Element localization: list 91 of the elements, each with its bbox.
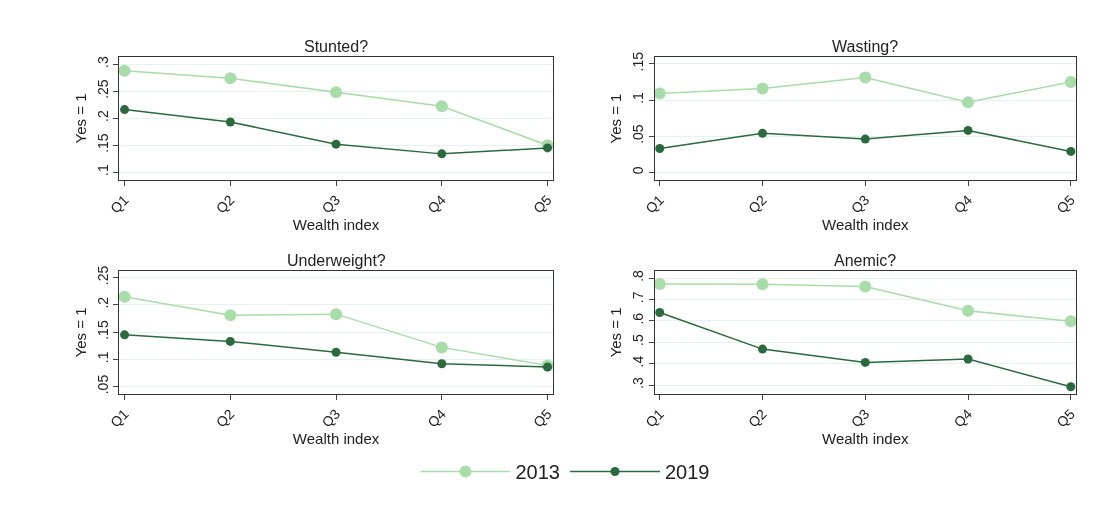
y-tick-label: .1 [94, 351, 111, 364]
point [435, 100, 448, 113]
point [331, 139, 341, 149]
point [330, 86, 343, 99]
x-tick-label: Q4 [950, 191, 976, 217]
y-axis-title: Yes = 1 [607, 307, 625, 358]
x-tick-label: Q4 [424, 405, 450, 431]
x-tick-label: Q1 [107, 191, 132, 217]
y-tick-label: .7 [629, 291, 646, 304]
x-axis-title: Wealth index [822, 216, 909, 234]
point [437, 149, 447, 159]
point [859, 280, 872, 293]
x-tick-label: Q1 [642, 405, 667, 431]
point [1064, 75, 1077, 88]
point [1064, 315, 1077, 328]
point [859, 71, 872, 84]
point [963, 354, 973, 364]
x-axis-title: Wealth index [292, 430, 380, 448]
point [330, 308, 343, 321]
y-tick-label: .1 [629, 91, 646, 104]
point [1066, 382, 1076, 392]
x-tick-label: Q5 [530, 191, 555, 217]
y-tick-label: .05 [94, 374, 111, 395]
point [653, 87, 666, 100]
point [655, 307, 665, 317]
point [331, 347, 341, 357]
x-tick-label: Q2 [745, 191, 770, 217]
point [1066, 146, 1076, 156]
point [543, 143, 553, 153]
y-tick-label: .8 [629, 269, 646, 282]
point [435, 341, 448, 354]
x-tick-label: Q2 [212, 191, 238, 217]
point [756, 82, 769, 95]
y-tick-label: .2 [94, 110, 111, 122]
y-tick-label: .15 [94, 133, 111, 153]
point [118, 290, 131, 303]
x-tick-label: Q5 [1053, 405, 1079, 431]
x-tick-label: Q1 [642, 191, 667, 217]
point [962, 96, 975, 109]
point [756, 278, 769, 291]
point [653, 278, 666, 291]
legend-label: 2019 [665, 461, 710, 484]
point [963, 125, 973, 135]
x-tick-label: Q5 [530, 405, 555, 431]
point [758, 128, 768, 138]
chart-title: Underweight? [287, 252, 386, 269]
x-tick-label: Q2 [745, 405, 770, 431]
x-tick-label: Q3 [847, 191, 873, 217]
point [860, 357, 870, 367]
point [120, 330, 130, 340]
chart-title: Anemic? [834, 252, 897, 269]
x-tick-label: Q5 [1053, 191, 1079, 217]
y-tick-label: .15 [94, 320, 111, 340]
point [225, 336, 235, 346]
y-tick-label: .15 [629, 51, 646, 72]
x-tick-label: Q2 [212, 405, 238, 431]
y-tick-label: .3 [94, 56, 111, 68]
point [860, 134, 870, 144]
x-axis-title: Wealth index [292, 216, 380, 234]
y-tick-label: .05 [629, 124, 646, 144]
y-tick-label: .25 [94, 265, 111, 286]
y-tick-label: .1 [94, 164, 111, 176]
y-tick-label: .5 [629, 334, 646, 346]
chart-title: Wasting? [832, 38, 899, 55]
x-tick-label: Q1 [107, 405, 132, 431]
y-tick-label: .4 [629, 355, 646, 368]
y-tick-label: 0 [629, 166, 646, 175]
point [118, 64, 131, 77]
point [120, 105, 130, 115]
x-tick-label: Q3 [318, 405, 344, 431]
y-tick-label: .3 [629, 376, 646, 389]
y-tick-label: .25 [94, 79, 111, 99]
y-tick-label: .6 [629, 312, 646, 325]
y-axis-title: Yes = 1 [607, 93, 625, 144]
x-tick-label: Q3 [847, 405, 873, 431]
point [655, 144, 665, 154]
x-tick-label: Q4 [950, 405, 976, 431]
y-axis-title: Yes = 1 [71, 307, 89, 358]
chart-title: Stunted? [304, 38, 369, 55]
y-tick-label: .2 [94, 296, 111, 309]
legend-label: 2013 [515, 461, 560, 484]
point [224, 309, 237, 322]
x-tick-label: Q3 [318, 191, 344, 217]
point [224, 72, 237, 85]
x-tick-label: Q4 [424, 191, 450, 217]
y-axis-title: Yes = 1 [71, 93, 89, 144]
point [225, 117, 235, 127]
point [758, 344, 768, 354]
x-axis-title: Wealth index [822, 430, 909, 448]
point [437, 359, 447, 369]
point [962, 304, 975, 317]
